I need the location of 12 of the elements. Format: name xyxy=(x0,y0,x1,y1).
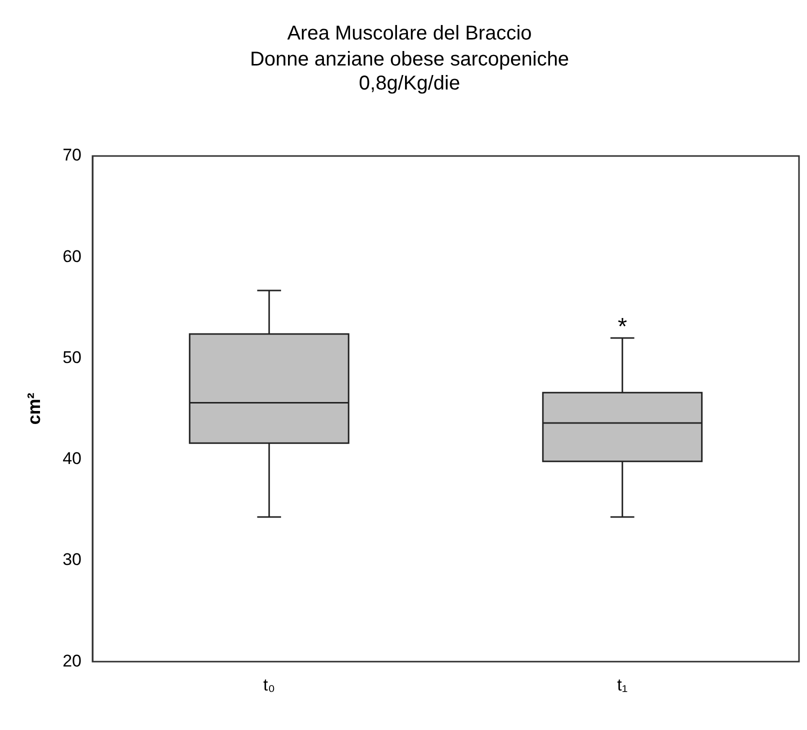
chart-subtitle: Donne anziane obese sarcopeniche 0,8g/Kg/die xyxy=(250,48,570,95)
y-tick-label: 30 xyxy=(62,550,82,570)
x-tick-label: t₀ xyxy=(263,675,276,694)
y-tick-label: 40 xyxy=(62,449,82,468)
y-tick-label: 50 xyxy=(62,348,82,367)
y-tick-label: 60 xyxy=(62,246,82,266)
y-axis-title: cm² xyxy=(24,392,44,425)
annotation: * xyxy=(618,314,628,341)
chart-title: Area Muscolare del Braccio xyxy=(287,22,532,45)
y-tick-label: 20 xyxy=(62,651,82,670)
y-tick-label: 70 xyxy=(62,146,82,165)
x-tick-label: t₁ xyxy=(617,675,628,694)
